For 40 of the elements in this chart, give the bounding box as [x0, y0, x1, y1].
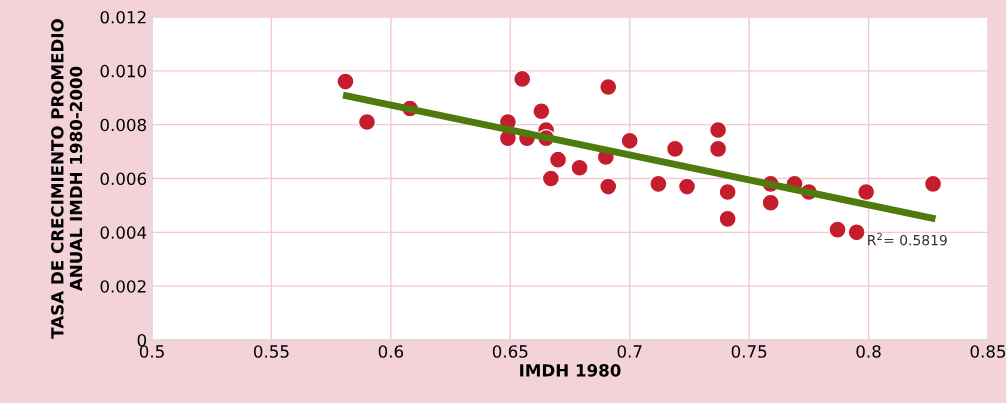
x-axis-title: IMDH 1980	[520, 364, 621, 377]
x-tick-label: 0.8	[856, 345, 881, 358]
point	[570, 158, 589, 177]
point	[708, 139, 728, 159]
point	[718, 182, 737, 202]
point	[923, 174, 943, 194]
point	[599, 177, 618, 196]
point	[828, 220, 847, 239]
point	[357, 112, 377, 132]
point	[548, 150, 568, 169]
point	[336, 72, 355, 91]
point	[665, 139, 685, 159]
point	[677, 177, 697, 196]
x-tick-label: 0.7	[617, 345, 642, 358]
x-tick-label: 0.6	[378, 345, 404, 358]
point	[708, 120, 728, 140]
point	[532, 102, 551, 121]
x-tick-label: 0.55	[253, 345, 289, 358]
y-axis-title: TASA DE CRECIMIENTO PROMEDIO ANUAL IMDH 1980-2000	[51, 19, 83, 339]
point	[718, 209, 737, 229]
point	[620, 131, 639, 151]
point	[856, 182, 876, 202]
point	[599, 77, 618, 97]
y-tick-label: 0.004	[100, 226, 147, 239]
x-tick-label: 0.75	[731, 345, 767, 358]
point	[847, 223, 866, 242]
y-tick-label: 0.012	[100, 10, 146, 24]
x-tick-label: 0.5	[139, 345, 164, 358]
y-tick-label: 0.008	[100, 118, 146, 132]
x-tick-label: 0.85	[970, 345, 1006, 358]
point	[541, 169, 561, 188]
point	[649, 174, 668, 194]
point	[761, 193, 780, 212]
y-tick-label: 0.006	[100, 172, 147, 186]
annotation: R$^{2}$= 0.5819	[868, 232, 947, 246]
y-tick-label: 0	[137, 333, 147, 347]
point	[513, 69, 532, 89]
y-tick-label: 0.002	[100, 280, 146, 293]
x-tick-label: 0.65	[492, 345, 528, 358]
y-tick-label: 0.010	[100, 64, 147, 78]
